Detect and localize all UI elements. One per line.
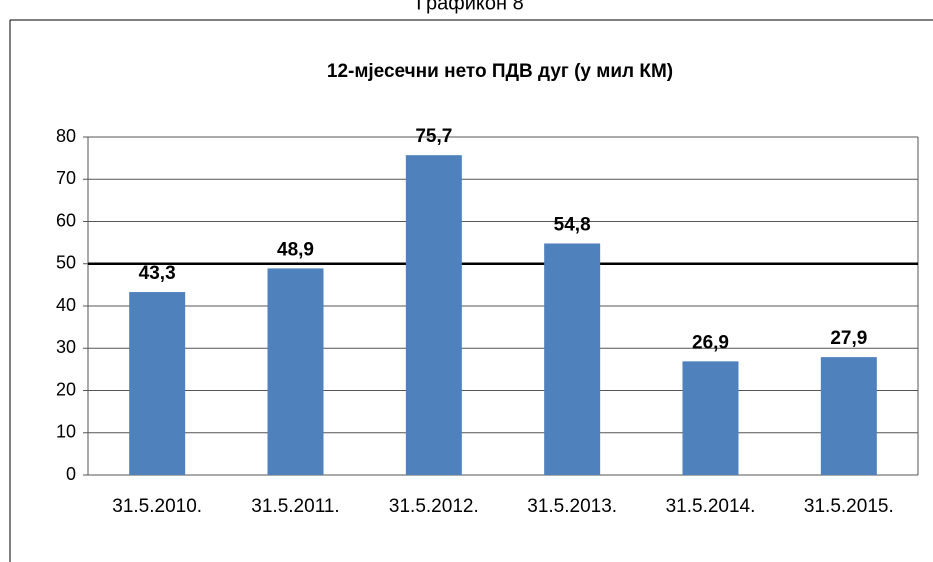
x-tick-label: 31.5.2010. [112, 496, 202, 517]
y-tick-label: 60 [56, 210, 76, 230]
y-tick-label: 80 [56, 126, 76, 146]
value-label: 27,9 [830, 328, 867, 349]
bar [267, 268, 324, 475]
value-label: 48,9 [277, 239, 314, 260]
bar [682, 361, 739, 475]
chart-title: 12-мјесечни нето ПДВ дуг (у мил КМ) [327, 61, 673, 82]
x-tick-label: 31.5.2015. [804, 496, 894, 517]
value-label: 75,7 [415, 126, 452, 147]
x-tick-label: 31.5.2012. [389, 496, 479, 517]
caption: Графикон 8 [416, 0, 523, 14]
y-tick-label: 30 [56, 337, 76, 357]
x-tick-label: 31.5.2014. [666, 496, 756, 517]
value-label: 43,3 [139, 263, 176, 284]
y-tick-label: 10 [56, 422, 76, 442]
value-label: 26,9 [692, 332, 729, 353]
y-tick-label: 40 [56, 295, 76, 315]
y-tick-label: 50 [56, 253, 76, 273]
y-tick-label: 20 [56, 379, 76, 399]
bar [129, 292, 186, 475]
bar [405, 155, 462, 476]
value-label: 54,8 [554, 214, 591, 235]
x-tick-label: 31.5.2011. [251, 496, 339, 517]
bar [820, 357, 877, 475]
y-tick-label: 70 [56, 168, 76, 188]
y-tick-label: 0 [66, 464, 76, 484]
bar [544, 243, 601, 475]
x-tick-label: 31.5.2013. [527, 496, 617, 517]
